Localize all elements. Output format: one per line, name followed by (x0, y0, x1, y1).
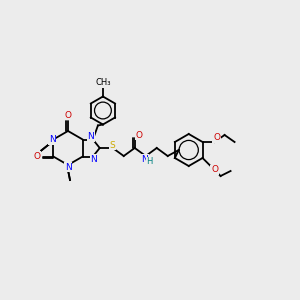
Text: N: N (88, 132, 94, 141)
Text: O: O (135, 130, 142, 140)
Text: O: O (211, 166, 218, 175)
Text: N: N (141, 154, 148, 164)
Text: O: O (34, 152, 41, 161)
Text: O: O (213, 134, 220, 142)
Text: O: O (64, 110, 71, 119)
Text: N: N (49, 135, 56, 144)
Text: S: S (110, 140, 116, 149)
Text: N: N (91, 155, 97, 164)
Text: CH₃: CH₃ (95, 78, 111, 87)
Text: H: H (146, 158, 153, 166)
Text: N: N (64, 163, 71, 172)
